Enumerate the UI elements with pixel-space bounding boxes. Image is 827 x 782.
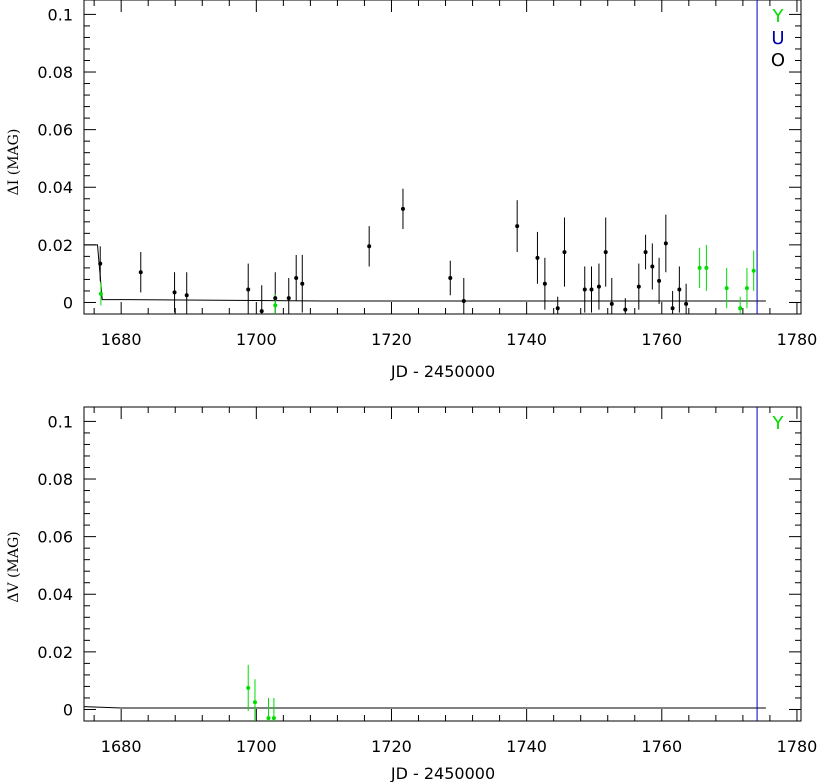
data-point-delta-i <box>448 275 453 280</box>
data-point-delta-i <box>724 286 729 291</box>
plot-frame-delta-v <box>83 406 802 722</box>
x-tick-label-delta-v: 1780 <box>777 737 818 756</box>
data-point-delta-i <box>643 250 648 255</box>
y-tick-label-delta-v: 0.02 <box>37 643 73 662</box>
data-point-delta-i <box>555 306 560 311</box>
y-tick-label-delta-i: 0.04 <box>37 178 73 197</box>
y-tick-label-delta-i: 0.08 <box>37 63 73 82</box>
data-point-delta-i <box>286 296 291 301</box>
x-tick-label-delta-i: 1700 <box>236 330 277 349</box>
data-point-delta-i <box>542 281 547 286</box>
data-point-delta-i <box>697 265 702 270</box>
data-point-delta-i <box>738 306 743 311</box>
data-point-delta-i <box>582 287 587 292</box>
y-tick-label-delta-i: 0.06 <box>37 121 73 140</box>
data-point-delta-v <box>266 716 271 721</box>
x-tick-label-delta-v: 1720 <box>371 737 412 756</box>
data-point-delta-i <box>138 270 143 275</box>
data-point-delta-v <box>271 716 276 721</box>
y-tick-label-delta-v: 0.04 <box>37 585 73 604</box>
y-tick-label-delta-i: 0.02 <box>37 236 73 255</box>
x-tick-label-delta-v: 1680 <box>101 737 142 756</box>
data-point-delta-i <box>751 268 756 273</box>
plot-frame-delta-i <box>83 0 802 315</box>
chart-delta-v: 0 0.02 0.04 0.06 0.08 0.1 1680 1700 1720 1740 176… <box>6 406 818 782</box>
data-point-delta-i <box>461 299 466 304</box>
data-point-delta-i <box>184 293 189 298</box>
y-tick-label-delta-v: 0.08 <box>37 470 73 489</box>
data-point-delta-i <box>246 287 251 292</box>
x-axis-label-delta-v: JD - 2450000 <box>390 764 495 782</box>
legend-entry-delta-v: Y <box>772 413 785 434</box>
data-point-delta-v <box>252 700 257 705</box>
y-tick-label-delta-v: 0.06 <box>37 528 73 547</box>
data-point-delta-i <box>636 284 641 289</box>
x-tick-label-delta-i: 1720 <box>371 330 412 349</box>
data-point-delta-i <box>172 290 177 295</box>
y-axis-label-delta-v: ΔV (MAG) <box>6 531 22 602</box>
legend-entry-delta-i: U <box>771 28 784 49</box>
data-point-delta-i <box>596 284 601 289</box>
data-point-delta-i <box>98 261 103 266</box>
data-point-delta-i <box>623 307 628 312</box>
x-tick-label-delta-v: 1760 <box>641 737 682 756</box>
data-point-delta-i <box>677 287 682 292</box>
data-point-delta-i <box>259 309 264 314</box>
legend-entry-delta-i: O <box>771 50 785 71</box>
x-tick-label-delta-i: 1760 <box>641 330 682 349</box>
y-tick-label-delta-v: 0 <box>63 700 73 719</box>
x-tick-label-delta-v: 1700 <box>236 737 277 756</box>
y-tick-label-delta-i: 0.1 <box>48 5 73 24</box>
x-axis-label-delta-i: JD - 2450000 <box>390 362 495 381</box>
data-point-delta-i <box>670 306 675 311</box>
data-point-delta-i <box>300 281 305 286</box>
data-point-delta-i <box>603 250 608 255</box>
data-point-delta-i <box>562 250 567 255</box>
data-point-delta-i <box>515 224 520 229</box>
reference-line-delta-v-0 <box>83 706 766 709</box>
x-tick-label-delta-i: 1680 <box>101 330 142 349</box>
legend-entry-delta-i: Y <box>772 6 785 27</box>
data-point-delta-i <box>589 287 594 292</box>
y-tick-label-delta-v: 0.1 <box>48 412 73 431</box>
data-point-delta-i <box>400 206 405 211</box>
x-tick-label-delta-v: 1740 <box>506 737 547 756</box>
y-tick-label-delta-i: 0 <box>63 293 73 312</box>
data-point-delta-i <box>650 264 655 269</box>
chart-delta-i: 0 0.02 0.04 0.06 0.08 0.1 1680 1700 1720 1740 176… <box>6 0 817 381</box>
data-point-delta-v <box>246 685 251 690</box>
data-point-delta-i <box>535 255 540 260</box>
data-point-delta-i <box>609 301 614 306</box>
data-point-delta-i <box>273 296 278 301</box>
data-point-delta-i <box>663 241 668 246</box>
data-point-delta-i <box>367 244 372 249</box>
data-point-delta-i <box>704 265 709 270</box>
x-tick-label-delta-i: 1740 <box>506 330 547 349</box>
x-tick-label-delta-i: 1780 <box>777 330 818 349</box>
data-point-delta-i <box>744 286 749 291</box>
data-point-delta-i <box>273 303 278 308</box>
y-axis-label-delta-i: ΔI (MAG) <box>6 129 22 196</box>
data-point-delta-i <box>294 275 299 280</box>
data-point-delta-i <box>657 278 662 283</box>
data-point-delta-i <box>684 301 689 306</box>
data-point-delta-i <box>98 291 103 296</box>
